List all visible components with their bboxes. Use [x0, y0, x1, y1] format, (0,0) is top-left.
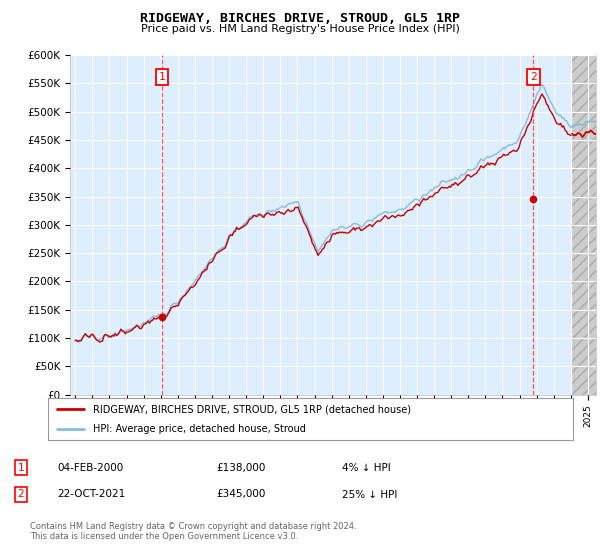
Text: 04-FEB-2000: 04-FEB-2000	[57, 463, 123, 473]
Text: HPI: Average price, detached house, Stroud: HPI: Average price, detached house, Stro…	[92, 424, 305, 434]
Text: £345,000: £345,000	[216, 489, 265, 500]
Text: 1: 1	[159, 72, 166, 82]
Text: RIDGEWAY, BIRCHES DRIVE, STROUD, GL5 1RP: RIDGEWAY, BIRCHES DRIVE, STROUD, GL5 1RP	[140, 12, 460, 25]
Bar	[571, 55, 596, 395]
Text: 22-OCT-2021: 22-OCT-2021	[57, 489, 125, 500]
Text: £138,000: £138,000	[216, 463, 265, 473]
Text: 25% ↓ HPI: 25% ↓ HPI	[342, 489, 397, 500]
Text: 1: 1	[17, 463, 25, 473]
Text: 2: 2	[17, 489, 25, 500]
Text: 4% ↓ HPI: 4% ↓ HPI	[342, 463, 391, 473]
Text: 2: 2	[530, 72, 537, 82]
Text: RIDGEWAY, BIRCHES DRIVE, STROUD, GL5 1RP (detached house): RIDGEWAY, BIRCHES DRIVE, STROUD, GL5 1RP…	[92, 404, 410, 414]
Text: Contains HM Land Registry data © Crown copyright and database right 2024.
This d: Contains HM Land Registry data © Crown c…	[30, 522, 356, 542]
Text: Price paid vs. HM Land Registry's House Price Index (HPI): Price paid vs. HM Land Registry's House …	[140, 24, 460, 34]
